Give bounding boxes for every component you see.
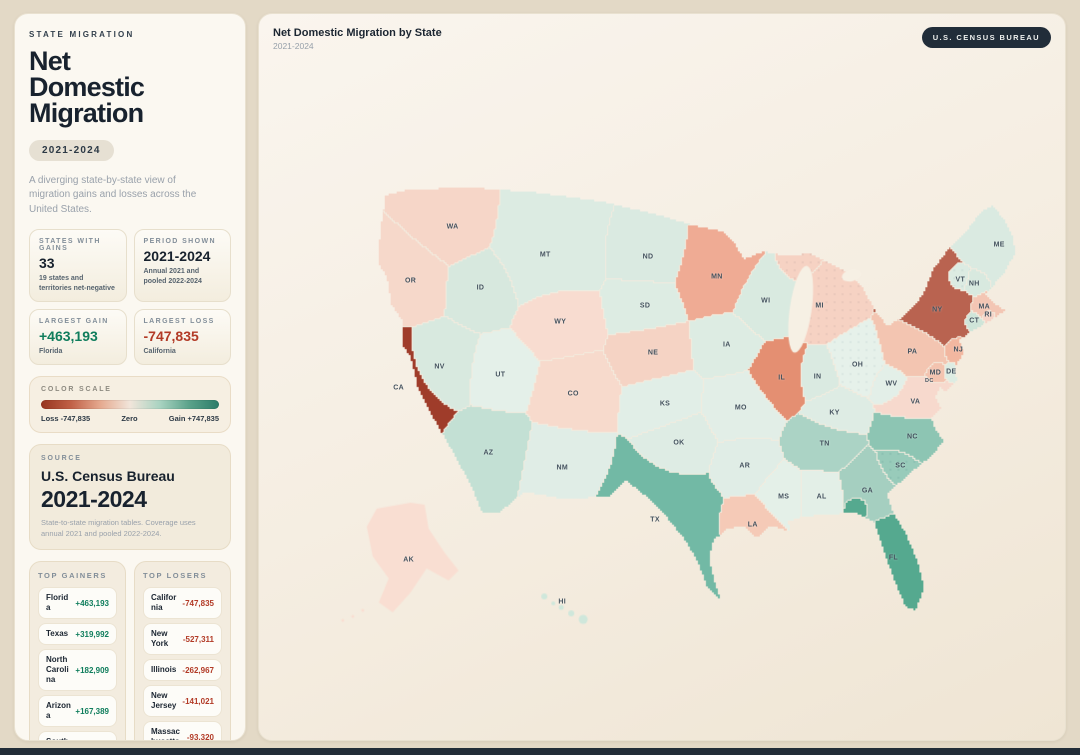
list-item: Illinois -262,967	[143, 659, 222, 682]
list-item: Texas +319,992	[38, 623, 117, 646]
top-gainers-card: TOP GAINERS Florida +463,193 Texas +319,992…	[29, 561, 126, 740]
state-name: Massachusetts	[151, 727, 180, 740]
page-description: A diverging state-by-state view of migra…	[29, 174, 197, 215]
stat-value: 33	[39, 255, 55, 272]
period-badge: 2021-2024	[29, 139, 114, 161]
stat-card-largest-gain: LARGEST GAIN +463,193 Florida	[29, 308, 127, 366]
list-item: New Jersey -141,021	[143, 685, 222, 718]
map-panel: Net Domestic Migration by State 2021-202…	[258, 13, 1066, 741]
color-scale-labels: Loss -747,835 Zero Gain +747,835	[41, 414, 219, 423]
sidebar-eyebrow: STATE MIGRATION	[29, 30, 135, 39]
stat-label: LARGEST GAIN	[39, 317, 109, 325]
state-name: New York	[151, 629, 169, 649]
bottom-accent-bar	[0, 748, 1080, 755]
page-title: Net Domestic Migration	[29, 46, 145, 129]
stat-value: 2021-2024	[143, 248, 211, 265]
stat-card-states-with-gains: STATES WITH GAINS 33 19 states and terri…	[29, 229, 127, 302]
state-name: California	[151, 593, 177, 613]
top-losers-title: TOP LOSERS	[143, 571, 208, 581]
top-gainers-list: Florida +463,193 Texas +319,992 North Caroli…	[38, 587, 117, 740]
stat-label: STATES WITH GAINS	[39, 238, 101, 253]
source-org: U.S. Census Bureau	[41, 468, 175, 485]
state-name: South Carolina	[46, 737, 71, 740]
stat-sub: Florida	[39, 347, 63, 355]
list-item: California -747,835	[143, 587, 222, 620]
list-item: Arizona +167,389	[38, 695, 117, 728]
color-scale-card: COLOR SCALE Loss -747,835 Zero Gain +747…	[29, 376, 231, 434]
scale-gain-label: Gain +747,835	[168, 414, 219, 424]
census-bureau-badge: U.S. CENSUS BUREAU	[921, 27, 1051, 48]
color-scale-gradient	[41, 400, 219, 410]
source-period: 2021-2024	[41, 486, 147, 513]
stat-label: LARGEST LOSS	[143, 317, 215, 325]
source-card: SOURCE U.S. Census Bureau 2021-2024 Stat…	[29, 444, 231, 551]
state-name: New Jersey	[151, 691, 177, 711]
top-losers-list: California -747,835 New York -527,311 Illino…	[143, 587, 222, 741]
stat-card-largest-loss: LARGEST LOSS -747,835 California	[133, 308, 231, 366]
stats-grid: STATES WITH GAINS 33 19 states and terri…	[29, 229, 231, 366]
map-subtitle: 2021-2024	[273, 41, 314, 51]
state-value: -262,967	[182, 665, 214, 675]
source-note: State-to-state migration tables. Coverag…	[41, 518, 196, 538]
state-value: +319,992	[75, 629, 109, 639]
state-name: Illinois	[151, 665, 177, 675]
top-gainers-title: TOP GAINERS	[38, 571, 108, 581]
state-value: +167,389	[75, 706, 109, 716]
state-value: -93,320	[186, 732, 214, 741]
sidebar: STATE MIGRATION Net Domestic Migration 2…	[14, 13, 246, 741]
state-value: +463,193	[75, 598, 109, 608]
list-item: New York -527,311	[143, 623, 222, 656]
scale-zero-label: Zero	[121, 414, 138, 424]
stat-sub: California	[143, 347, 176, 355]
stat-sub: 19 states and territories net-negative	[39, 275, 115, 292]
state-name: Arizona	[46, 701, 71, 721]
scale-loss-label: Loss -747,835	[41, 414, 91, 424]
stat-sub: Annual 2021 and pooled 2022-2024	[143, 268, 202, 285]
map-header: Net Domestic Migration by State 2021-202…	[273, 27, 442, 51]
stat-card-period-shown: PERIOD SHOWN 2021-2024 Annual 2021 and p…	[133, 229, 231, 302]
list-item: South Carolina+145,391	[38, 731, 117, 740]
source-label: SOURCE	[41, 455, 82, 463]
stat-label: PERIOD SHOWN	[143, 238, 216, 246]
state-value: -527,311	[182, 634, 214, 644]
list-item: North Carolina +182,909	[38, 649, 117, 692]
rankings-row: TOP GAINERS Florida +463,193 Texas +319,992…	[29, 561, 231, 741]
state-name: North Carolina	[46, 655, 69, 685]
list-item: Massachusetts -93,320	[143, 721, 222, 741]
top-losers-card: TOP LOSERS California -747,835 New York -52…	[134, 561, 231, 741]
state-value: +182,909	[75, 665, 109, 675]
state-value: -747,835	[182, 598, 214, 608]
map-area: WA OR CA ID NV UT AZ MT WY CO NM ND SD NE KS OK TX MN IA MO…	[259, 14, 1065, 740]
map-title: Net Domestic Migration by State	[273, 27, 442, 39]
stat-value: -747,835	[143, 327, 199, 344]
state-name: Texas	[46, 629, 69, 639]
color-scale-title: COLOR SCALE	[41, 386, 112, 394]
state-name: Florida	[46, 593, 69, 613]
stat-value: +463,193	[39, 327, 98, 344]
us-choropleth-canvas[interactable]	[259, 14, 1065, 740]
list-item: Florida +463,193	[38, 587, 117, 620]
state-value: -141,021	[182, 696, 214, 706]
